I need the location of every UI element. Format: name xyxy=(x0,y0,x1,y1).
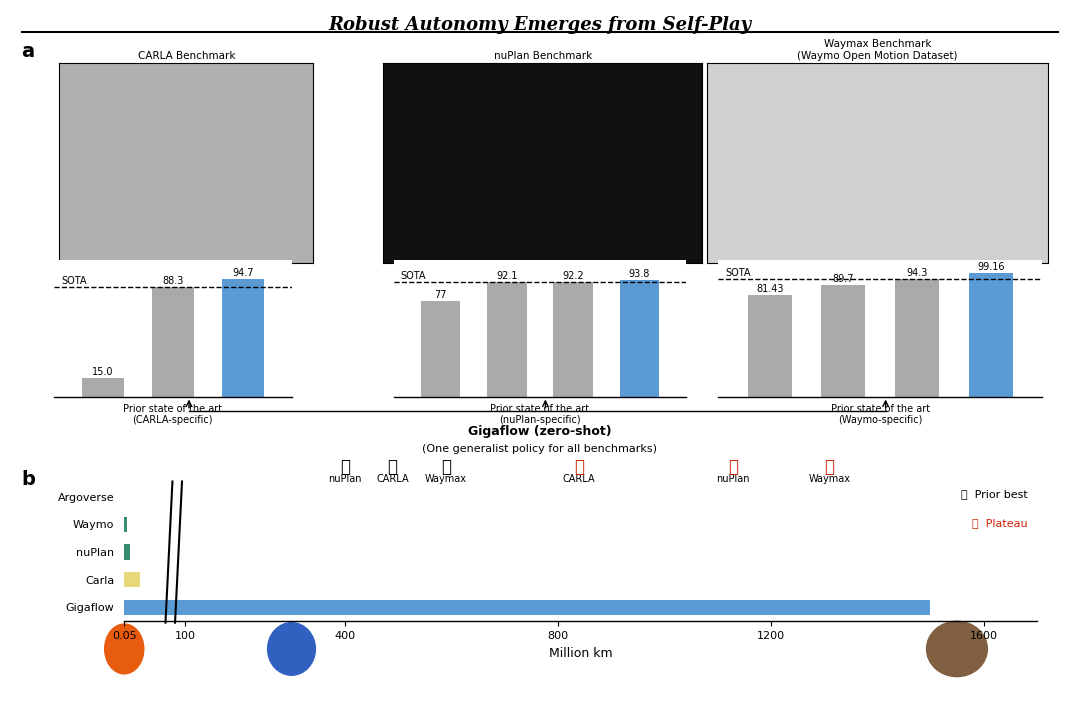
Bar xyxy=(221,279,264,397)
Bar xyxy=(553,282,593,397)
Text: 📌: 📌 xyxy=(573,458,584,476)
Text: a: a xyxy=(22,42,35,61)
Text: CARLA: CARLA xyxy=(563,475,595,484)
Bar xyxy=(124,545,131,559)
Bar xyxy=(421,300,460,397)
Text: Gigaflow (zero-shot): Gigaflow (zero-shot) xyxy=(469,425,611,438)
Title: CARLA Benchmark: CARLA Benchmark xyxy=(137,51,235,61)
Text: 94.3: 94.3 xyxy=(906,268,928,278)
Text: 94.7: 94.7 xyxy=(232,267,254,278)
Text: 81.43: 81.43 xyxy=(756,284,783,294)
Ellipse shape xyxy=(105,624,144,674)
Bar xyxy=(821,285,865,397)
Text: Waymax: Waymax xyxy=(424,475,467,484)
Text: 📌  Plateau: 📌 Plateau xyxy=(972,517,1028,528)
Text: 📌: 📌 xyxy=(824,458,834,476)
Text: 📌: 📌 xyxy=(728,458,739,476)
Text: 99.16: 99.16 xyxy=(977,263,1004,272)
Bar xyxy=(152,286,193,397)
Bar xyxy=(124,600,930,615)
Text: SOTA: SOTA xyxy=(726,268,751,278)
Bar xyxy=(124,517,126,532)
Ellipse shape xyxy=(927,621,987,677)
Text: 15.0: 15.0 xyxy=(92,367,113,377)
Title: nuPlan Benchmark: nuPlan Benchmark xyxy=(494,51,592,61)
Text: b: b xyxy=(22,470,36,489)
X-axis label: Prior state of the art
(CARLA-specific): Prior state of the art (CARLA-specific) xyxy=(123,404,222,425)
Text: 🏆: 🏆 xyxy=(441,458,450,476)
X-axis label: Prior state of the art
(Waymo-specific): Prior state of the art (Waymo-specific) xyxy=(831,404,930,425)
Bar xyxy=(124,572,139,588)
Text: nuPlan: nuPlan xyxy=(328,475,362,484)
Ellipse shape xyxy=(268,623,315,675)
Text: nuPlan: nuPlan xyxy=(717,475,751,484)
Bar xyxy=(620,280,659,397)
Text: SOTA: SOTA xyxy=(60,276,86,286)
X-axis label: Million km: Million km xyxy=(549,647,612,660)
Text: (One generalist policy for all benchmarks): (One generalist policy for all benchmark… xyxy=(422,444,658,454)
Text: 89.7: 89.7 xyxy=(833,274,854,284)
Title: Waymax Benchmark
(Waymo Open Motion Dataset): Waymax Benchmark (Waymo Open Motion Data… xyxy=(797,39,958,61)
Text: CARLA: CARLA xyxy=(376,475,409,484)
X-axis label: Prior state of the art
(nuPlan-specific): Prior state of the art (nuPlan-specific) xyxy=(490,404,590,425)
Text: 🏆  Prior best: 🏆 Prior best xyxy=(961,489,1028,499)
Text: 92.1: 92.1 xyxy=(496,271,517,281)
Text: 🏆: 🏆 xyxy=(340,458,350,476)
Text: SOTA: SOTA xyxy=(401,271,427,281)
Bar xyxy=(969,273,1013,397)
Text: 🏆: 🏆 xyxy=(388,458,397,476)
Bar xyxy=(82,378,124,397)
Bar xyxy=(895,279,940,397)
Bar xyxy=(487,282,527,397)
Text: Waymax: Waymax xyxy=(808,475,850,484)
Text: 92.2: 92.2 xyxy=(563,271,584,281)
Bar xyxy=(747,296,792,397)
Text: 93.8: 93.8 xyxy=(629,269,650,279)
Text: 88.3: 88.3 xyxy=(162,276,184,286)
Text: Robust Autonomy Emerges from Self-Play: Robust Autonomy Emerges from Self-Play xyxy=(328,16,752,34)
Text: 77: 77 xyxy=(434,290,447,300)
